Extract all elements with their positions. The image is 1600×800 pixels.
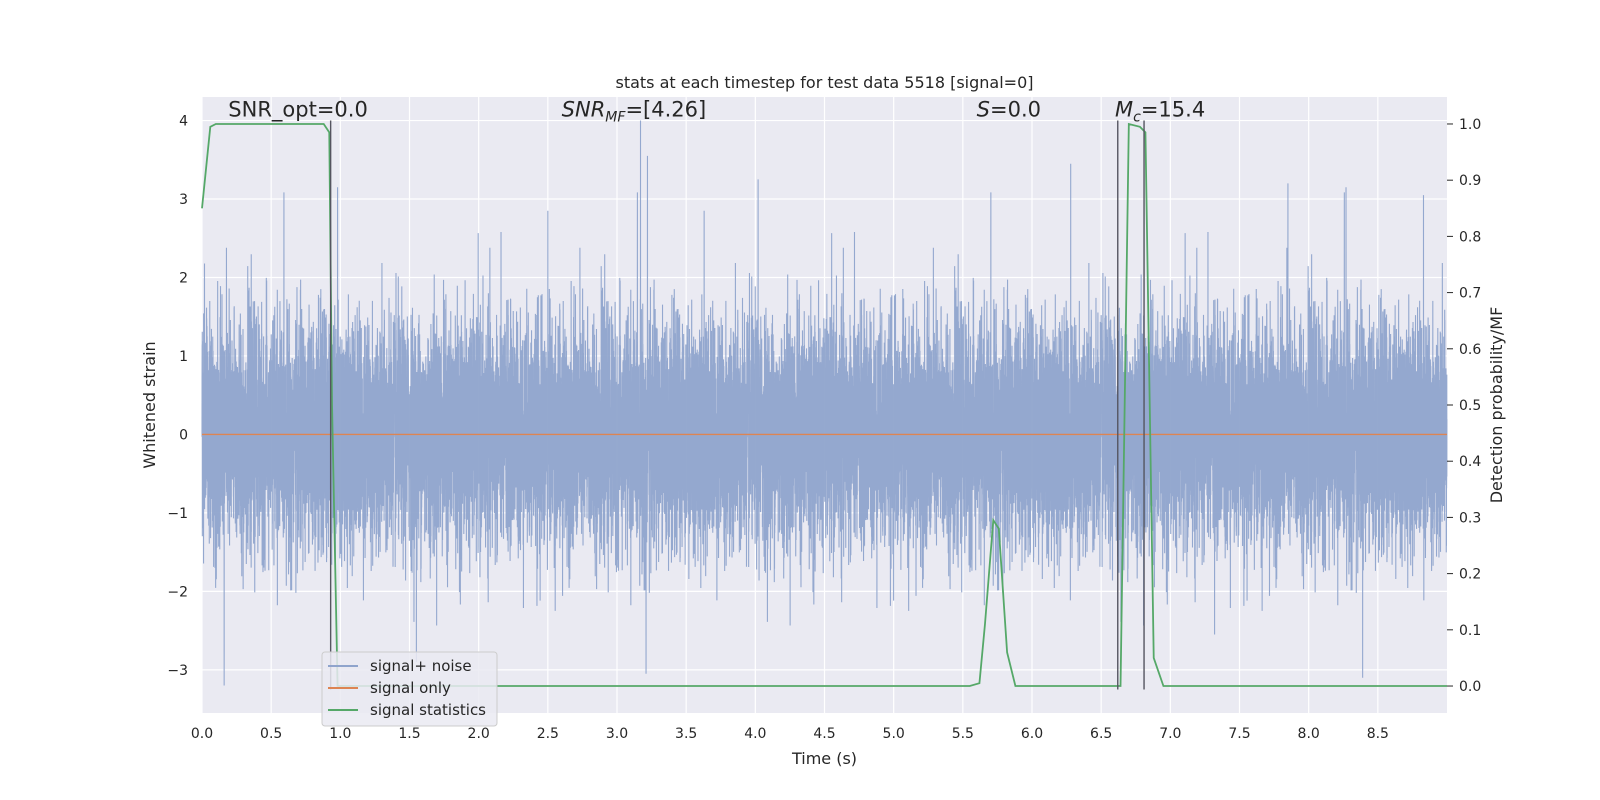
y-right-tick-label: 0.8: [1459, 229, 1481, 245]
y-tick-label: 4: [179, 114, 188, 130]
legend-label-signal-noise: signal+ noise: [370, 657, 472, 675]
x-axis-label: Time (s): [791, 749, 857, 768]
y-tick-label: 2: [179, 270, 188, 286]
y-tick-label: −2: [167, 584, 188, 600]
y-tick-label: 0: [179, 427, 188, 443]
x-tick-label: 6.0: [1021, 726, 1043, 742]
x-tick-label: 2.0: [468, 726, 490, 742]
y-right-tick-label: 0.7: [1459, 286, 1481, 302]
y-axis-right-label: Detection probability/MF: [1487, 307, 1506, 504]
noise-series: [201, 120, 1448, 686]
annotation-snr-mf: SNRMF=[4.26]: [562, 98, 707, 126]
tick-labels: 0.0 0.5 1.0 1.5 2.0 2.5 3.0 3.5 4.0 4.5 5.0 5.5 6.0 6…: [167, 114, 1481, 742]
x-tick-label: 1.5: [398, 726, 420, 742]
x-tick-label: 2.5: [537, 726, 559, 742]
x-tick-label: 4.5: [813, 726, 835, 742]
y-right-tick-label: 0.4: [1459, 454, 1481, 470]
x-tick-label: 5.5: [952, 726, 974, 742]
y-right-tick-label: 0.3: [1459, 510, 1481, 526]
x-tick-label: 0.0: [191, 726, 213, 742]
y-tick-label: −1: [167, 506, 188, 522]
chart-title: stats at each timestep for test data 551…: [615, 73, 1033, 92]
legend-box: [321, 651, 498, 727]
x-tick-label: 3.0: [606, 726, 628, 742]
y-right-tick-label: 0.0: [1459, 679, 1481, 695]
y-right-tick-label: 1.0: [1459, 117, 1481, 133]
y-tick-label: −3: [167, 663, 188, 679]
annotation-mc: Mc=15.4: [1115, 98, 1205, 126]
y-right-tick-label: 0.1: [1459, 623, 1481, 639]
y-right-tick-label: 0.9: [1459, 173, 1481, 189]
y-right-tick-label: 0.2: [1459, 567, 1481, 583]
x-tick-label: 8.5: [1367, 726, 1389, 742]
y-tick-label: 3: [179, 192, 188, 208]
x-tick-label: 8.0: [1298, 726, 1320, 742]
y-tick-label: 1: [179, 349, 188, 365]
x-tick-label: 5.0: [883, 726, 905, 742]
vertical-markers: [329, 120, 1145, 690]
x-tick-label: 3.5: [675, 726, 697, 742]
annotation-snr-opt: SNR_opt=0.0: [228, 98, 368, 123]
annotations: SNR_opt=0.0 SNRMF=[4.26] S=0.0 Mc=15.4: [228, 98, 1205, 126]
x-tick-label: 4.0: [744, 726, 766, 742]
x-tick-label: 7.0: [1159, 726, 1181, 742]
y-right-tick-label: 0.5: [1459, 398, 1481, 414]
annotation-s-stat: S=0.0: [977, 98, 1041, 122]
x-tick-label: 6.5: [1090, 726, 1112, 742]
x-tick-label: 7.5: [1228, 726, 1250, 742]
legend-label-signal-only: signal only: [370, 679, 451, 697]
x-tick-label: 0.5: [260, 726, 282, 742]
legend-label-signal-statistics: signal statistics: [370, 701, 486, 719]
series-signal-plus-noise: [201, 120, 1448, 686]
y-axis-label: Whitened strain: [140, 341, 159, 468]
y-right-tick-label: 0.6: [1459, 342, 1481, 358]
x-tick-label: 1.0: [329, 726, 351, 742]
legend: signal+ noise signal only signal statistic…: [321, 651, 498, 727]
